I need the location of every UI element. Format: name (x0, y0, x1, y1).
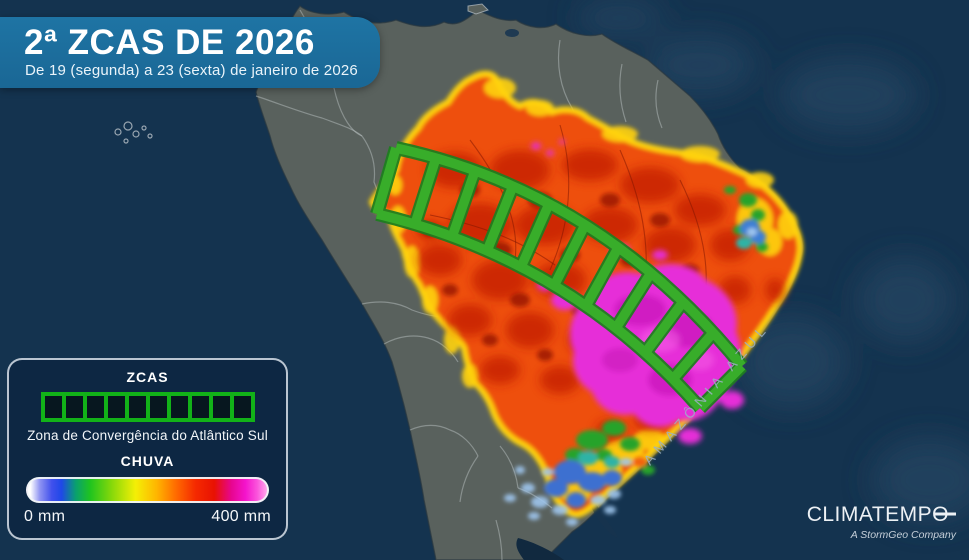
page-subtitle: De 19 (segunda) a 23 (sexta) de janeiro … (25, 62, 358, 79)
zcas-ladder-icon (40, 392, 255, 422)
legend-panel: ZCAS Zona de Convergência do Atlântico S… (7, 358, 288, 540)
brand-name: CLIMATEMPO (807, 503, 956, 527)
la-plata-estuary (516, 538, 564, 560)
legend-rain-title: CHUVA (120, 453, 175, 469)
rain-scale-labels: 0 mm 400 mm (24, 508, 271, 526)
climatempo-logo: CLIMATEMPO A StormGeo Company (807, 503, 956, 541)
ocean-light-patches (575, 0, 969, 522)
trinidad-island (467, 3, 489, 15)
ladder-cell (208, 392, 234, 422)
legend-zcas-title: ZCAS (126, 369, 169, 385)
logo-o-dash-icon (935, 512, 956, 516)
scale-max-label: 400 mm (211, 508, 271, 525)
rain-color-scale (26, 477, 269, 503)
page-title: 2ª ZCAS DE 2026 (24, 23, 315, 62)
scale-min-label: 0 mm (24, 508, 66, 525)
ladder-cell (229, 392, 255, 422)
title-banner: 2ª ZCAS DE 2026 De 19 (segunda) a 23 (se… (0, 17, 380, 88)
south-showers (504, 420, 655, 526)
brand-tagline: A StormGeo Company (850, 529, 956, 541)
brand-text: CLIMATEMPO (806, 503, 949, 526)
legend-zcas-description: Zona de Convergência do Atlântico Sul (27, 428, 268, 443)
galapagos-islands (114, 121, 153, 144)
northeast-showers (724, 186, 768, 252)
